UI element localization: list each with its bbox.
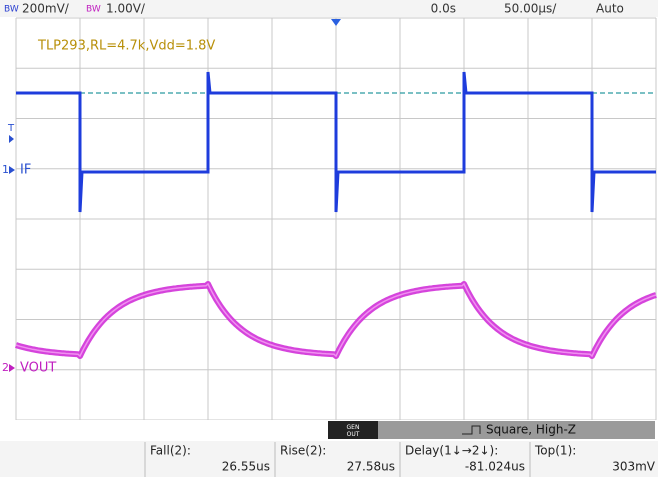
measurement-value: 27.58us <box>347 460 395 474</box>
annotation: TLP293,RL=4.7k,Vdd=1.8V <box>37 39 215 54</box>
trigger-mode: Auto <box>596 2 624 16</box>
measurement-bar <box>0 441 658 477</box>
graticule <box>15 17 657 421</box>
measurement-value: 26.55us <box>222 460 270 474</box>
ch1-scale: 200mV/ <box>22 2 70 16</box>
trigger-position-marker <box>331 19 341 26</box>
measurement-label: Fall(2): <box>150 444 191 458</box>
gen-waveform-bar <box>378 421 655 439</box>
measurement-label: Top(1): <box>534 444 576 458</box>
trigger-marker: T <box>7 123 15 134</box>
ch2-number: 2 <box>2 361 9 374</box>
ch2-label: VOUT <box>20 361 56 376</box>
measurement-label: Delay(1↓→2↓): <box>405 444 498 458</box>
ch2-scale: 1.00V/ <box>106 2 146 16</box>
measurement-value: 303mV <box>612 460 656 474</box>
gen-out-button[interactable] <box>328 421 378 439</box>
ch2-waveform-core <box>15 282 657 358</box>
ch1-label: IF <box>20 163 31 178</box>
measurement-label: Rise(2): <box>280 444 326 458</box>
gen-out-text: GEN OUT <box>347 424 360 438</box>
status-bar <box>0 0 658 17</box>
measurement-value: -81.024us <box>465 460 525 474</box>
ch1-number: 1 <box>2 163 9 176</box>
ch1-waveform <box>16 71 656 213</box>
ch1-bw: BW <box>4 5 19 15</box>
trigger-arrow <box>9 135 14 143</box>
gen-waveform: Square, High-Z <box>486 423 576 437</box>
time-delay: 0.0s <box>431 2 456 16</box>
ch2-arrow <box>9 364 15 372</box>
time-scale: 50.00µs/ <box>504 2 557 16</box>
ch1-arrow <box>9 166 15 174</box>
ch2-bw: BW <box>86 5 101 15</box>
square-icon <box>462 425 481 435</box>
